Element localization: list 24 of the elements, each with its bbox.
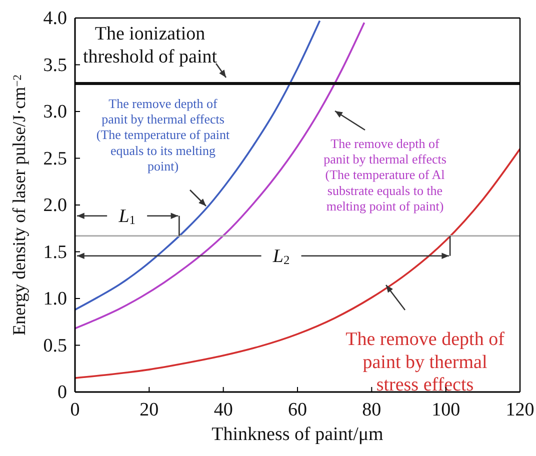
y-tick-label: 1.5 — [43, 242, 67, 263]
x-axis-title: Thinkness of paint/μm — [212, 424, 384, 445]
x-tick-label: 20 — [140, 399, 159, 420]
annotation: L$_{1}$ — [118, 206, 136, 228]
y-tick-label: 1.0 — [43, 288, 67, 310]
y-tick-label: 3.0 — [43, 102, 67, 123]
x-tick-label: 40 — [214, 399, 233, 420]
x-tick-label: 60 — [288, 399, 307, 420]
y-tick-label: 4.0 — [43, 8, 67, 30]
y-tick-label: 2.0 — [43, 195, 67, 216]
ref-line-label: The ionization threshold of paint — [82, 23, 218, 68]
series-label: The remove depth of panit by thermal effects (The temperature of paint equals to its melting point) — [96, 96, 230, 174]
y-tick-label: 0.5 — [43, 335, 67, 356]
y-tick-label: 2.5 — [43, 148, 67, 170]
line-series — [75, 20, 321, 311]
annotation: L$_{2}$ — [272, 246, 290, 268]
y-tick-label: 0 — [58, 382, 67, 404]
x-tick-label: 0 — [70, 399, 80, 420]
y-tick-label: 3.5 — [43, 54, 67, 76]
x-tick-label: 120 — [506, 399, 534, 420]
x-tick-label: 80 — [362, 399, 382, 420]
series-label: The remove depth of paint by thermal stress effects — [346, 329, 506, 396]
series-label: The remove depth of panit by thermal effects (The temperature of Al substrate equals to the melting point of paint) — [324, 136, 446, 214]
x-tick-label: 100 — [432, 399, 460, 420]
